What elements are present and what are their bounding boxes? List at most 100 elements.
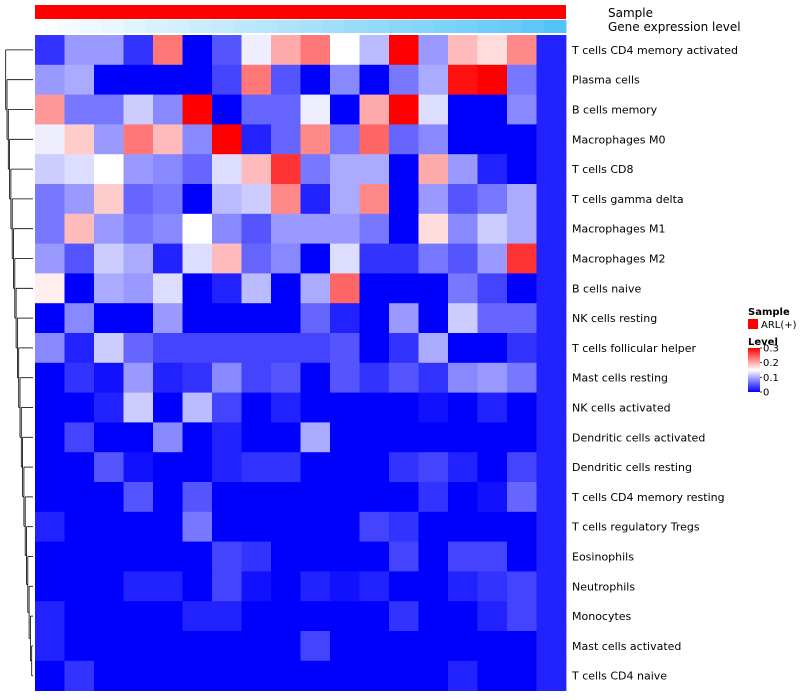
heatmap-cell [212, 94, 242, 125]
heatmap-cell [448, 124, 478, 155]
heatmap-cell [359, 213, 390, 244]
heatmap-cell [35, 184, 65, 215]
heatmap-cell [241, 422, 272, 453]
heatmap-cell [153, 154, 183, 185]
heatmap-cell [507, 94, 537, 125]
heatmap-cell [182, 94, 213, 125]
heatmap-cell [94, 184, 124, 215]
heatmap-cell [359, 273, 390, 304]
heatmap-cell [64, 541, 95, 572]
heatmap-cell [241, 35, 272, 66]
heatmap-cell [35, 631, 65, 662]
heatmap-cell [448, 184, 478, 215]
heatmap-cell [418, 362, 449, 393]
heatmap-cell [507, 35, 537, 66]
heatmap-cell [182, 660, 213, 691]
heatmap-cell [153, 124, 183, 155]
heatmap-cell [153, 303, 183, 334]
row-label: T cells CD4 memory resting [571, 491, 725, 504]
heatmap-cell [507, 362, 537, 393]
heatmap-cell [300, 213, 331, 244]
heatmap-cell [271, 452, 301, 483]
heatmap-cell [271, 94, 301, 125]
heatmap-cell [35, 541, 65, 572]
heatmap-cell [123, 154, 154, 185]
heatmap-cell [389, 243, 419, 274]
gene-expression-cell [101, 20, 124, 33]
heatmap-cell [477, 154, 508, 185]
level-legend-ticks: 0.3 0.2 0.1 0 [760, 344, 779, 399]
heatmap-cell [94, 154, 124, 185]
heatmap-cell [35, 601, 65, 632]
heatmap-cell [212, 303, 242, 334]
gene-expression-cell [366, 20, 390, 33]
heatmap-cell [94, 94, 124, 125]
heatmap-cell [418, 64, 449, 95]
heatmap-cell [35, 422, 65, 453]
heatmap-cell [271, 511, 301, 542]
heatmap-cell [300, 392, 331, 423]
heatmap-cell [418, 482, 449, 513]
heatmap-cell [477, 631, 508, 662]
heatmap-cell [241, 452, 272, 483]
heatmap-cell [182, 243, 213, 274]
heatmap-cell [212, 511, 242, 542]
gene-expression-cell [389, 20, 412, 33]
heatmap-cell [64, 273, 95, 304]
heatmap-cell [536, 35, 567, 66]
level-tick-label: 0.1 [763, 373, 779, 384]
heatmap-cell [507, 303, 537, 334]
heatmap-cell [418, 273, 449, 304]
heatmap-cell [507, 392, 537, 423]
heatmap-cell [418, 333, 449, 364]
heatmap-cell [389, 35, 419, 66]
heatmap-cell [477, 243, 508, 274]
heatmap-cell [241, 631, 272, 662]
heatmap-cell [507, 452, 537, 483]
heatmap-cell [153, 422, 183, 453]
heatmap-cell [300, 184, 331, 215]
heatmap-cell [536, 213, 567, 244]
heatmap-cell [359, 571, 390, 602]
level-tick-label: 0 [763, 388, 769, 399]
row-label: T cells CD8 [571, 163, 634, 176]
heatmap-cell [271, 333, 301, 364]
heatmap-cell [330, 243, 360, 274]
heatmap-cell [359, 94, 390, 125]
heatmap-cell [123, 392, 154, 423]
heatmap-cell [212, 273, 242, 304]
heatmap-cell [271, 243, 301, 274]
heatmap-cell [212, 154, 242, 185]
heatmap-cell [182, 482, 213, 513]
gene-expression-cell [477, 20, 501, 33]
heatmap-cell [94, 541, 124, 572]
heatmap-cell [477, 64, 508, 95]
heatmap-cell [300, 511, 331, 542]
gene-expression-annotation-label: Gene expression level [608, 20, 741, 34]
heatmap-cell [300, 601, 331, 632]
heatmap-cell [241, 660, 272, 691]
heatmap-cell [153, 511, 183, 542]
gene-expression-cell [344, 20, 368, 33]
row-label: B cells memory [572, 104, 658, 117]
heatmap-cell [359, 452, 390, 483]
heatmap-cell [507, 541, 537, 572]
heatmap-cell [271, 482, 301, 513]
heatmap-cell [477, 422, 508, 453]
heatmap-cell [94, 482, 124, 513]
heatmap-cell [123, 452, 154, 483]
heatmap-cell [536, 303, 567, 334]
heatmap-cell [536, 184, 567, 215]
heatmap-cell [241, 154, 272, 185]
heatmap-cell [271, 601, 301, 632]
heatmap-cell [359, 243, 390, 274]
heatmap-cell [389, 124, 419, 155]
heatmap-cell [448, 511, 478, 542]
heatmap-cell [300, 94, 331, 125]
heatmap-cell [64, 362, 95, 393]
heatmap-cell [153, 601, 183, 632]
heatmap-cell [477, 482, 508, 513]
row-label: Macrophages M2 [572, 253, 665, 266]
sample-annotation-bar [35, 5, 566, 19]
heatmap-cell [271, 35, 301, 66]
